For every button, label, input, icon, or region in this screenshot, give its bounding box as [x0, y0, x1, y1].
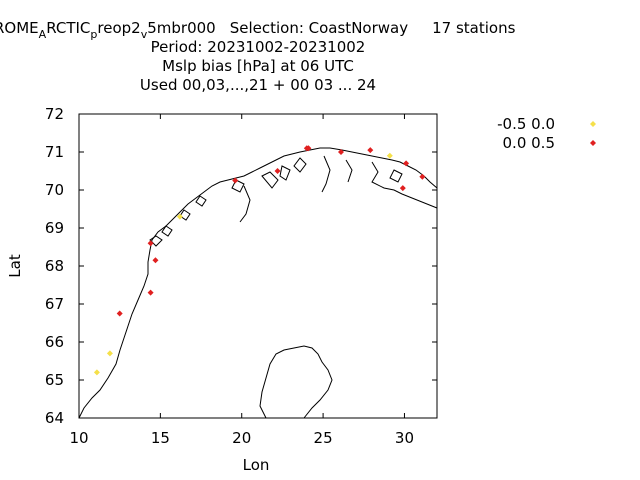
y-tick-label: 67	[45, 295, 64, 313]
legend-marker-series-1	[590, 121, 596, 127]
y-tick-label: 72	[45, 105, 64, 123]
data-point-series-2	[399, 185, 406, 192]
y-tick-label: 68	[45, 257, 64, 275]
data-point-series-2	[274, 168, 281, 174]
y-tick-label: 66	[45, 333, 64, 351]
data-point-series-2	[147, 289, 154, 296]
x-tick-label: 20	[232, 429, 251, 447]
legend: -0.5 0.0 0.0 0.5	[497, 115, 596, 152]
legend-label-series-1: -0.5 0.0	[497, 115, 555, 133]
coastline	[78, 147, 438, 419]
y-tick-label: 71	[45, 143, 64, 161]
data-points	[93, 145, 426, 376]
data-point-series-2	[232, 177, 239, 184]
legend-marker-series-2	[590, 140, 596, 146]
legend-label-series-2: 0.0 0.5	[503, 134, 555, 152]
data-point-series-1	[176, 213, 183, 220]
title-line4: Used 00,03,...,21 + 00 03 ... 24	[140, 76, 376, 94]
x-tick-label: 25	[314, 429, 333, 447]
x-tick-label: 30	[395, 429, 414, 447]
y-tick-label: 65	[45, 371, 64, 389]
x-tick-label: 15	[151, 429, 170, 447]
x-axis-label: Lon	[243, 456, 270, 474]
data-point-series-2	[367, 147, 374, 154]
y-axis: 64 65 66 67 68 69 70 71 72	[45, 105, 437, 427]
data-point-series-2	[116, 310, 123, 317]
title-line3: Mslp bias [hPa] at 06 UTC	[162, 57, 354, 75]
data-point-series-2	[147, 240, 154, 247]
x-tick-label: 10	[69, 429, 88, 447]
chart-title: ROMEARCTICpreop2v5mbr000Selection: Coast…	[0, 19, 516, 94]
data-point-series-2	[152, 257, 159, 264]
plot-frame	[78, 113, 438, 419]
data-point-series-1	[106, 350, 113, 357]
y-tick-label: 64	[45, 409, 64, 427]
data-point-series-2	[403, 160, 410, 167]
data-point-series-2	[337, 149, 344, 155]
title-line1: ROMEARCTICpreop2v5mbr000Selection: Coast…	[0, 19, 516, 41]
y-tick-label: 69	[45, 219, 64, 237]
y-tick-label: 70	[45, 181, 64, 199]
data-point-series-1	[93, 369, 100, 376]
data-point-series-2	[419, 173, 426, 180]
data-point-series-2	[303, 145, 310, 152]
y-axis-label: Lat	[6, 254, 24, 278]
data-point-series-1	[386, 152, 393, 159]
title-line2: Period: 20231002-20231002	[151, 38, 366, 56]
x-axis: 10 15 20 25 30	[69, 114, 414, 447]
